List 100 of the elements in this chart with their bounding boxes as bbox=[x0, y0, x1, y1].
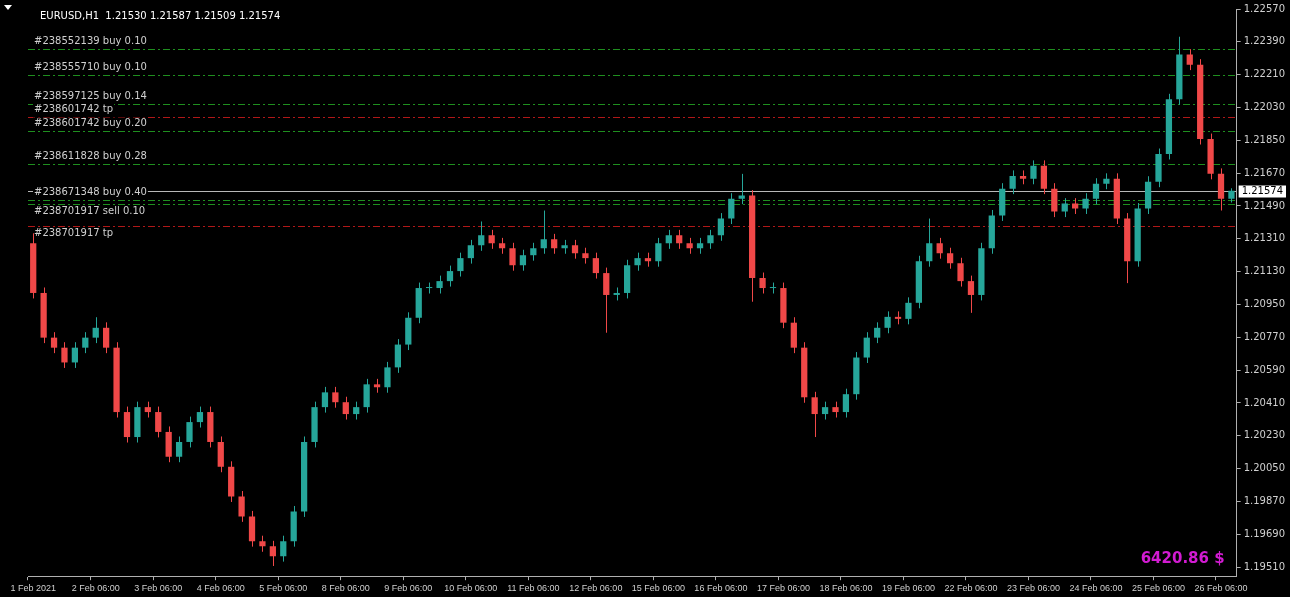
y-tick-label: 1.19870 bbox=[1243, 495, 1286, 507]
y-tick-label: 1.19510 bbox=[1243, 560, 1286, 572]
y-tick-label: 1.21670 bbox=[1243, 166, 1286, 178]
ref-line-label: #238601742 buy 0.20 bbox=[34, 117, 147, 129]
candlestick bbox=[488, 229, 495, 250]
y-tick-label: 1.20950 bbox=[1243, 298, 1286, 310]
chart-title: EURUSD,H1 1.21530 1.21587 1.21509 1.21574 bbox=[40, 9, 281, 21]
candlestick bbox=[665, 229, 672, 250]
candlestick bbox=[478, 220, 485, 252]
x-tick-label: 3 Feb 06:00 bbox=[134, 583, 183, 594]
candlestick bbox=[1186, 48, 1193, 71]
candlestick bbox=[728, 192, 735, 225]
ref-line-label: #238671348 buy 0.40 bbox=[34, 186, 147, 198]
x-tick-label: 16 Feb 06:00 bbox=[694, 583, 748, 594]
candlestick bbox=[186, 416, 193, 448]
candlestick bbox=[811, 391, 818, 438]
candlestick bbox=[874, 321, 881, 344]
x-tick-label: 10 Feb 06:00 bbox=[444, 583, 498, 594]
candlestick bbox=[1092, 177, 1100, 205]
candlestick bbox=[196, 406, 204, 429]
x-tick-label: 24 Feb 06:00 bbox=[1069, 583, 1123, 594]
candlestick bbox=[342, 396, 349, 421]
candlestick bbox=[384, 361, 391, 394]
y-tick-label: 1.22030 bbox=[1243, 101, 1286, 113]
candlestick bbox=[1082, 192, 1089, 215]
candlestick bbox=[61, 341, 68, 369]
candlestick bbox=[394, 338, 402, 374]
candlestick bbox=[332, 386, 339, 409]
y-tick-label: 1.20590 bbox=[1243, 363, 1286, 375]
x-tick-label: 5 Feb 06:00 bbox=[259, 583, 308, 594]
candlestick bbox=[603, 267, 610, 334]
candlestick bbox=[738, 173, 745, 205]
candlestick bbox=[280, 535, 287, 563]
candlestick bbox=[676, 229, 683, 250]
candlestick bbox=[540, 210, 547, 255]
x-tick-label: 22 Feb 06:00 bbox=[944, 583, 998, 594]
candlestick bbox=[269, 540, 276, 567]
y-tick-label: 1.20050 bbox=[1243, 462, 1286, 474]
y-tick-label: 1.21850 bbox=[1243, 133, 1286, 145]
y-tick-label: 1.22570 bbox=[1243, 2, 1286, 14]
x-tick-label: 12 Feb 06:00 bbox=[569, 583, 623, 594]
y-tick-label: 1.20410 bbox=[1243, 396, 1286, 408]
candlestick bbox=[926, 218, 933, 268]
y-tick-label: 1.19690 bbox=[1243, 527, 1286, 539]
candlestick bbox=[1009, 169, 1016, 195]
candlestick bbox=[155, 406, 162, 438]
x-tick-label: 15 Feb 06:00 bbox=[631, 583, 685, 594]
candlestick bbox=[1051, 182, 1058, 218]
candlestick bbox=[717, 212, 725, 242]
candlestick bbox=[759, 272, 766, 295]
ref-line-label: #238601742 tp bbox=[34, 103, 114, 115]
candlestick bbox=[571, 239, 579, 260]
x-tick-label: 18 Feb 06:00 bbox=[819, 583, 873, 594]
ref-line-label: #238552139 buy 0.10 bbox=[34, 35, 147, 47]
candlestick bbox=[1061, 197, 1068, 218]
candlestick bbox=[1040, 159, 1048, 195]
candlestick bbox=[769, 282, 777, 295]
candlestick bbox=[884, 310, 891, 334]
candlestick bbox=[509, 242, 516, 272]
y-tick-label: 1.22210 bbox=[1243, 68, 1286, 80]
candlestick bbox=[1030, 159, 1037, 185]
candlestick bbox=[905, 296, 912, 325]
x-tick-label: 23 Feb 06:00 bbox=[1006, 583, 1060, 594]
x-tick-label: 19 Feb 06:00 bbox=[881, 583, 935, 594]
x-tick-label: 2 Feb 06:00 bbox=[71, 583, 120, 594]
candlestick bbox=[426, 282, 433, 295]
candlestick bbox=[634, 252, 641, 272]
candlestick bbox=[50, 331, 58, 354]
annotation: 6420.86 $ bbox=[1140, 548, 1225, 567]
candlestick bbox=[71, 341, 79, 369]
candlestick bbox=[321, 386, 329, 414]
candlestick bbox=[936, 237, 943, 260]
ref-line-label: 1.21574 bbox=[1241, 185, 1284, 197]
candlestick bbox=[92, 316, 99, 344]
y-tick-label: 1.20770 bbox=[1243, 330, 1286, 342]
x-tick-label: 8 Feb 06:00 bbox=[321, 583, 370, 594]
x-tick-label: 17 Feb 06:00 bbox=[756, 583, 810, 594]
candlestick bbox=[238, 490, 245, 523]
y-tick-label: 1.22390 bbox=[1243, 35, 1286, 47]
candlestick bbox=[957, 257, 964, 288]
candlestick bbox=[103, 321, 110, 354]
candlestick bbox=[551, 233, 558, 255]
ref-line-label: #238701917 tp bbox=[34, 227, 114, 239]
candlestick bbox=[519, 249, 527, 272]
candlestick bbox=[363, 378, 370, 414]
x-tick-label: 1 Feb 2021 bbox=[10, 583, 56, 594]
candlestick bbox=[457, 252, 464, 278]
y-tick-label: 1.20230 bbox=[1243, 429, 1286, 441]
ref-line-label: #238555710 buy 0.10 bbox=[34, 61, 147, 73]
ref-line-label: #238597125 buy 0.14 bbox=[34, 90, 147, 102]
candlestick bbox=[863, 331, 870, 364]
x-tick-label: 25 Feb 06:00 bbox=[1131, 583, 1186, 594]
x-tick-label: 26 Feb 06:00 bbox=[1194, 583, 1248, 594]
candlestick bbox=[707, 229, 714, 250]
candlestick bbox=[446, 265, 454, 288]
candlestick bbox=[842, 388, 850, 419]
x-tick-label: 4 Feb 06:00 bbox=[196, 583, 245, 594]
candlestick bbox=[467, 239, 474, 265]
y-tick-label: 1.21130 bbox=[1243, 265, 1286, 277]
candlestick bbox=[175, 436, 183, 463]
